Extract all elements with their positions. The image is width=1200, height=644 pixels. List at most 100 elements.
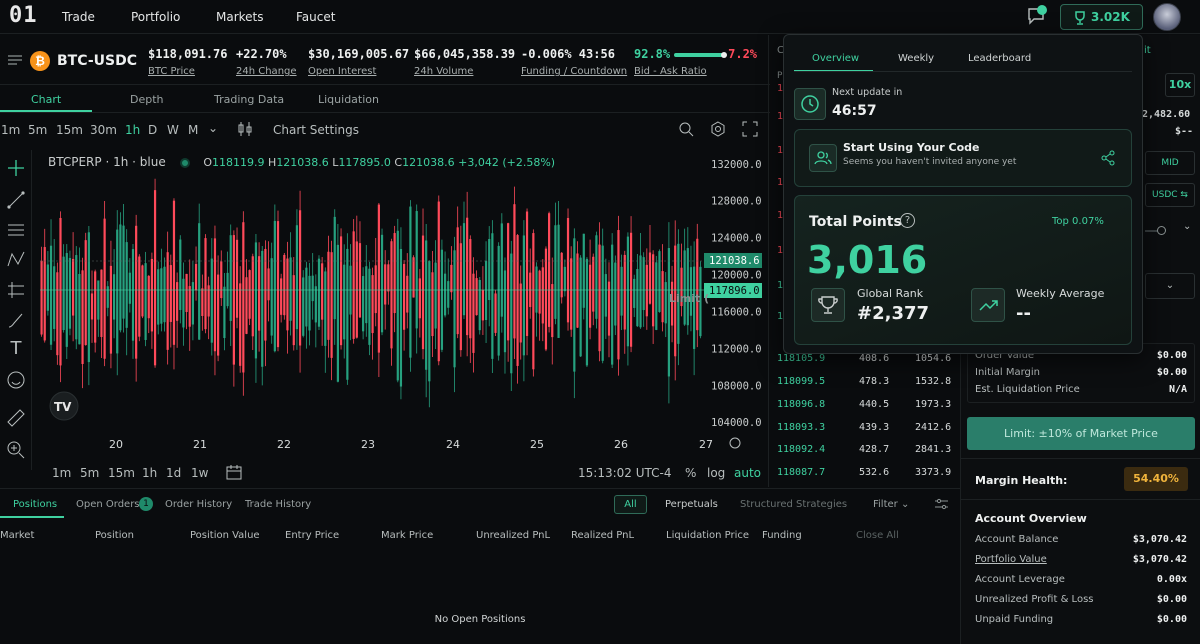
orderbook-row[interactable]: 118096.8 440.5 1973.3 bbox=[777, 399, 952, 410]
orderbook-row[interactable]: 118087.7 532.6 3373.9 bbox=[777, 467, 952, 478]
tf-1h[interactable]: 1h bbox=[125, 123, 141, 137]
order-type-dropdown[interactable]: ⌄ bbox=[1145, 273, 1195, 299]
leverage-button[interactable]: 10x bbox=[1165, 73, 1195, 97]
usdc-toggle[interactable]: USDC ⇆ bbox=[1145, 183, 1195, 207]
range-1m[interactable]: 1m bbox=[52, 466, 72, 480]
fullscreen-icon[interactable] bbox=[742, 121, 758, 137]
range-5m[interactable]: 5m bbox=[80, 466, 100, 480]
candle-body bbox=[141, 265, 144, 317]
tf-1m[interactable]: 1m bbox=[1, 123, 21, 137]
tab-chart[interactable]: Chart bbox=[31, 93, 62, 106]
referral-card[interactable]: Start Using Your Code Seems you haven't … bbox=[794, 129, 1132, 187]
text-icon[interactable]: T bbox=[10, 338, 22, 359]
auto-toggle[interactable]: auto bbox=[734, 466, 762, 480]
nav-markets[interactable]: Markets bbox=[216, 10, 264, 24]
slider-handle[interactable] bbox=[1157, 226, 1166, 235]
tf-5m[interactable]: 5m bbox=[28, 123, 48, 137]
orderbook-tab[interactable]: C bbox=[777, 45, 784, 56]
brush-icon[interactable] bbox=[6, 310, 26, 330]
last-price-tag bbox=[704, 253, 762, 268]
range-1h[interactable]: 1h bbox=[142, 466, 158, 480]
tab-depth[interactable]: Depth bbox=[130, 93, 164, 106]
chevron-down-icon[interactable]: ⌄ bbox=[1183, 221, 1192, 232]
orderbook-price-edge: 1 bbox=[777, 280, 784, 291]
candle-body bbox=[535, 266, 538, 313]
candle-body bbox=[75, 255, 78, 340]
orderbook-row[interactable]: 118099.5 478.3 1532.8 bbox=[777, 376, 952, 387]
range-1d[interactable]: 1d bbox=[166, 466, 182, 480]
candle-body bbox=[78, 273, 81, 345]
tf-30m[interactable]: 30m bbox=[90, 123, 117, 137]
tf-w[interactable]: W bbox=[167, 123, 179, 137]
filter-structured[interactable]: Structured Strategies bbox=[740, 499, 848, 510]
sliders-icon[interactable] bbox=[935, 498, 948, 510]
orderbook-row[interactable]: 118093.3 439.3 2412.6 bbox=[777, 422, 952, 433]
tab-trading-data[interactable]: Trading Data bbox=[214, 93, 285, 106]
screenshot-icon[interactable] bbox=[678, 121, 694, 137]
points-button[interactable]: 3.02K bbox=[1060, 4, 1143, 30]
popup-tab-overview[interactable]: Overview bbox=[812, 53, 860, 64]
panel-tab-edge[interactable]: it bbox=[1144, 45, 1151, 56]
col-entry-price: Entry Price bbox=[285, 530, 340, 541]
range-15m[interactable]: 15m bbox=[108, 466, 135, 480]
help-icon[interactable]: ? bbox=[900, 213, 915, 228]
share-icon[interactable] bbox=[1100, 150, 1116, 166]
chart-settings-button[interactable]: Chart Settings bbox=[273, 123, 360, 137]
tab-liquidation[interactable]: Liquidation bbox=[318, 93, 379, 106]
mid-button[interactable]: MID bbox=[1145, 151, 1195, 175]
calendar-icon[interactable] bbox=[226, 464, 242, 480]
tab-order-history[interactable]: Order History bbox=[165, 499, 233, 510]
last-price-label: 121038.6 bbox=[709, 255, 760, 267]
orderbook-row[interactable]: 118092.4 428.7 2841.3 bbox=[777, 444, 952, 455]
clock-display[interactable]: 15:13:02 UTC-4 bbox=[578, 466, 672, 480]
candle-body bbox=[311, 275, 314, 302]
tf-d[interactable]: D bbox=[148, 123, 158, 137]
pattern-icon[interactable] bbox=[6, 250, 26, 270]
avatar[interactable] bbox=[1153, 3, 1181, 31]
trendline-icon[interactable] bbox=[6, 190, 26, 210]
ruler-icon[interactable] bbox=[6, 408, 26, 428]
chevron-down-icon[interactable]: ⌄ bbox=[208, 121, 219, 135]
orderbook-price-edge: 1 bbox=[777, 83, 784, 94]
measure-icon[interactable] bbox=[6, 280, 26, 300]
slider-track[interactable] bbox=[1145, 230, 1165, 232]
menu-icon[interactable] bbox=[8, 55, 22, 65]
x-tick-label: 26 bbox=[614, 438, 628, 451]
nav-portfolio[interactable]: Portfolio bbox=[131, 10, 181, 24]
weekly-average-label: Weekly Average bbox=[1016, 287, 1105, 300]
logo[interactable]: 01 bbox=[9, 3, 38, 28]
filter-all[interactable]: All bbox=[614, 495, 647, 514]
tab-positions[interactable]: Positions bbox=[13, 499, 58, 510]
close-all-button[interactable]: Close All bbox=[856, 530, 899, 541]
nav-trade[interactable]: Trade bbox=[62, 10, 95, 24]
orderbook-row[interactable]: 118105.9 408.6 1054.6 bbox=[777, 353, 952, 364]
tab-underline bbox=[0, 110, 92, 112]
tf-m[interactable]: M bbox=[188, 123, 199, 137]
gear-icon[interactable] bbox=[710, 121, 726, 137]
crosshair-icon[interactable] bbox=[6, 158, 26, 178]
zoom-icon[interactable] bbox=[6, 440, 26, 460]
filter-dropdown[interactable]: Filter ⌄ bbox=[873, 499, 910, 510]
candle-body bbox=[447, 281, 450, 308]
tf-15m[interactable]: 15m bbox=[56, 123, 83, 137]
emoji-icon[interactable] bbox=[6, 370, 26, 390]
limit-button[interactable]: Limit: ±10% of Market Price bbox=[967, 417, 1195, 450]
price-value: 2,482.60 bbox=[1142, 109, 1191, 120]
nav-faucet[interactable]: Faucet bbox=[296, 10, 336, 24]
candle-body bbox=[563, 266, 566, 292]
price-chart[interactable]: 132000.0 128000.0 124000.0 120000.0 116000.0… bbox=[32, 146, 762, 486]
candle-body bbox=[686, 248, 689, 326]
fib-icon[interactable] bbox=[6, 220, 26, 240]
tab-trade-history[interactable]: Trade History bbox=[245, 499, 312, 510]
range-1w[interactable]: 1w bbox=[191, 466, 209, 480]
popup-tab-weekly[interactable]: Weekly bbox=[898, 53, 935, 64]
candle-type-icon[interactable] bbox=[237, 122, 253, 136]
log-toggle[interactable]: log bbox=[707, 466, 726, 480]
percent-toggle[interactable]: % bbox=[685, 466, 697, 480]
tab-open-orders[interactable]: Open Orders bbox=[76, 499, 140, 510]
market-pair[interactable]: BTC-USDC bbox=[57, 53, 137, 69]
chart-legend: BTCPERP · 1h · blue O118119.9 H121038.6 … bbox=[48, 155, 556, 169]
filter-perpetuals[interactable]: Perpetuals bbox=[665, 499, 718, 510]
drawing-toolbar: T bbox=[0, 150, 32, 470]
popup-tab-leaderboard[interactable]: Leaderboard bbox=[968, 53, 1032, 64]
